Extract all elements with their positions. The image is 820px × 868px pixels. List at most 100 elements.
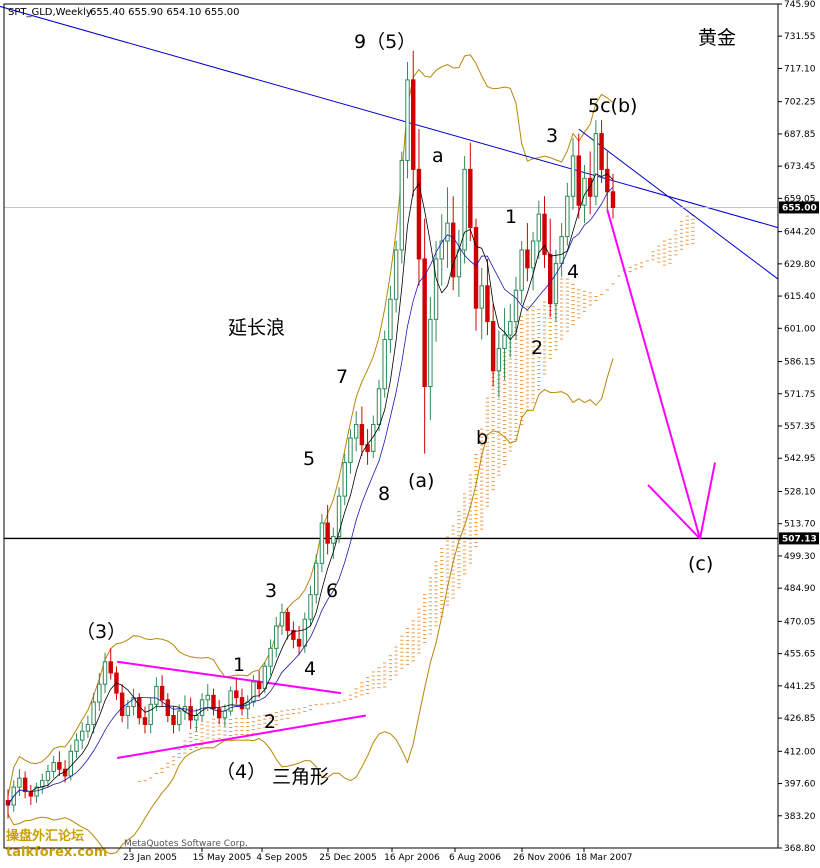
wave-label: 2 [264,711,276,733]
moving-averages [7,173,614,806]
candle-body [353,424,359,439]
candle-body [342,462,347,497]
triangle-top-line [117,660,342,695]
price-tick-label: 499.30 [784,552,816,562]
chart-ohlc-values: 655.40 655.90 654.10 655.00 [90,7,240,18]
candle-body [376,388,382,426]
candle-body [439,240,444,260]
wave-label: 8 [378,483,390,505]
candle-body [74,739,79,752]
candle-body [85,723,91,732]
candle-body [393,249,399,300]
ma-fast [7,173,614,806]
forecast-arrowhead-left [647,484,701,540]
candle-body [177,710,182,725]
price-tick-label: 513.70 [784,520,816,530]
candle-body [536,213,542,242]
candle-body [565,195,570,238]
candle-body [445,222,450,242]
price-tick-label: 644.20 [784,228,816,238]
candle-body [359,424,365,446]
candle-body [228,690,233,712]
time-axis: 23 Jan 2005 15 May 2005 4 Sep 2005 25 Dec 2… [123,848,633,863]
annotations: 9（5） 5c(b) 3 a 1 4 2 b (a) 延长浪 7 5 8 3 6 1 4 2 （3） （4） 三角形 (c… [76,31,713,788]
wave-label: （4） [216,761,266,783]
wave-label: 3 [265,580,277,602]
candle-body [279,612,285,627]
price-tick-label: 687.85 [784,130,816,140]
candle-body [496,347,502,372]
watermark-site: talkforex.com [6,845,107,860]
trend-lines [0,5,779,760]
price-tick-label: 586.15 [784,358,816,368]
candle-body [171,715,176,725]
chart-symbol: SPT_GLD,Weekly [8,7,92,18]
price-tick-label: 368.80 [784,844,816,854]
candle-body [610,191,616,208]
candle-body [559,236,564,264]
time-tick-label: 6 Aug 2006 [449,853,501,863]
price-tick-label: 702.25 [784,98,816,108]
candle-body [256,681,262,690]
candle-body [548,253,553,305]
wave-label: 7 [336,366,348,388]
ichimoku-cloud [137,214,695,783]
time-tick-label: 15 May 2005 [193,853,252,863]
candle-body [119,692,125,717]
price-tick-label: 470.05 [784,617,816,627]
candle-body [605,168,610,193]
price-tick-label: 629.80 [784,260,816,270]
candle-body [382,338,387,390]
candle-body [79,730,85,741]
candle-body [371,424,376,452]
candle-body [148,703,153,725]
wave-label: 5c(b) [588,95,637,117]
candle-body [291,629,296,640]
candle-body [234,690,239,699]
candle-body [57,762,62,770]
forecast-arrow [606,209,701,539]
candle-body [125,706,131,717]
candle-body [102,661,108,685]
price-tick-label: 542.95 [784,454,816,464]
candle-body [519,249,524,291]
price-tick-label: 673.45 [784,162,816,172]
price-tick-label: 731.55 [784,32,816,42]
candle-body [450,222,456,278]
candle-body [194,715,199,721]
candle-body [108,661,113,674]
candle-body [319,522,325,564]
current-price-label: 655.00 [782,203,817,213]
time-tick-label: 25 Dec 2005 [319,853,377,863]
candle-body [348,437,353,464]
price-tick-label: 455.65 [784,650,816,660]
candle-body [428,318,433,387]
candle-body [479,285,484,309]
wave-label: 4 [567,261,579,283]
candle-body [525,249,530,269]
candle-body [68,750,73,777]
candle-body [268,647,273,667]
candle-body [462,168,467,251]
candle-body [239,697,245,710]
candle-body [34,786,39,797]
price-tick-label: 557.35 [784,422,816,432]
wave-label: b [476,427,488,449]
current-price-box [779,201,819,214]
candle-body [553,262,559,305]
candle-body [51,762,56,772]
time-tick-label: 4 Sep 2005 [256,853,307,863]
candle-body [45,770,51,781]
candle-body [17,777,22,788]
plot-frame [3,3,779,849]
watermark-cn: 操盘外汇论坛 [6,828,84,844]
wave-label: 6 [326,580,338,602]
price-tick-label: 383.20 [784,812,816,822]
candle-body [416,168,422,260]
candle-body [468,168,473,229]
candle-body [456,249,462,278]
candle-body [411,79,416,170]
